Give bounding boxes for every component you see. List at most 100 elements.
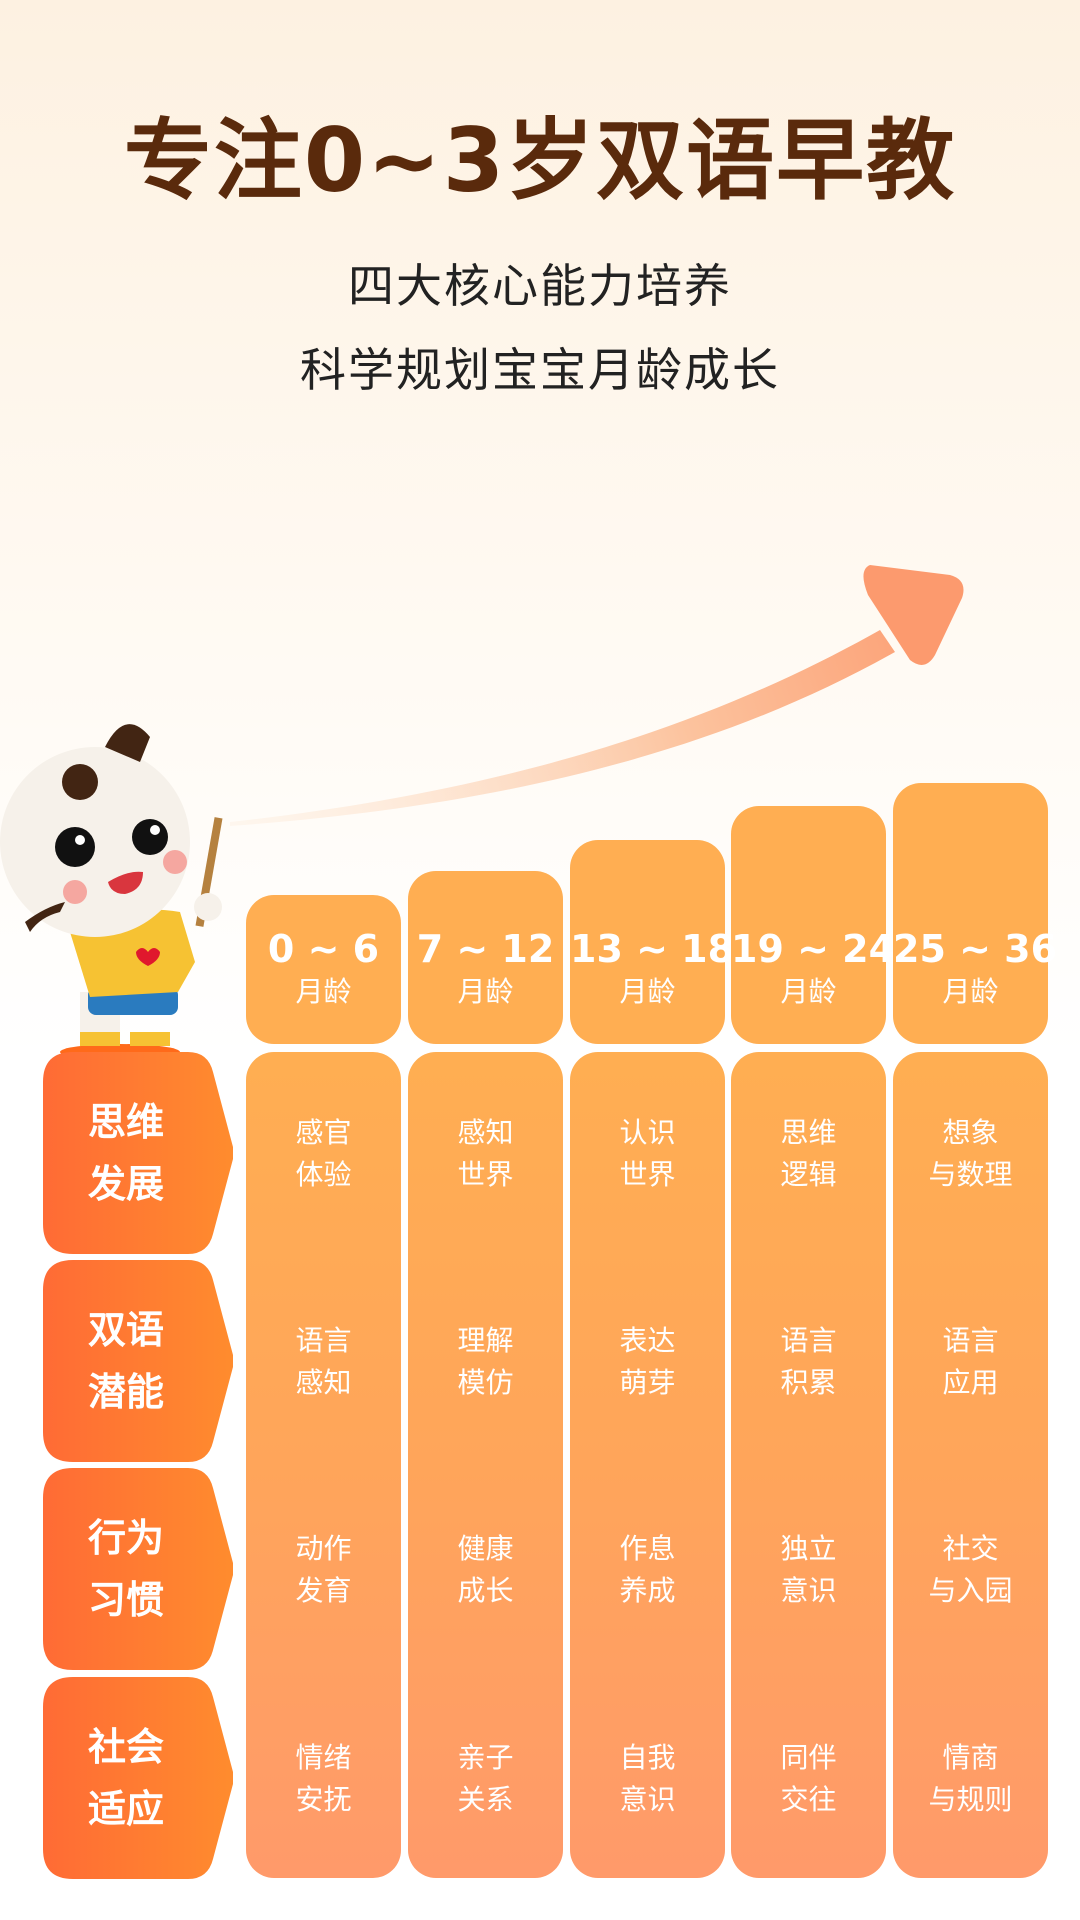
ability-cell: 动作 发育 (246, 1528, 401, 1612)
ability-cell-line: 动作 (295, 1532, 352, 1565)
age-column: 感知 世界理解模仿健康成长亲子关系 (408, 1052, 563, 1878)
age-header-7-12: 7 ~ 12 月龄 (408, 871, 563, 1044)
age-unit: 月龄 (780, 975, 837, 1008)
ability-cell: 感官 体验 (246, 1112, 401, 1196)
ability-cell-line: 世界 (457, 1158, 514, 1191)
ability-cell-line: 意识 (780, 1574, 837, 1607)
age-column: 想象与数理语言应用社交与入园情商与规则 (893, 1052, 1048, 1878)
subtitle-line-2: 科学规划宝宝月龄成长 (300, 343, 780, 397)
age-unit: 月龄 (457, 975, 514, 1008)
ability-cell-line: 感官 (295, 1116, 352, 1149)
age-unit: 月龄 (942, 975, 999, 1008)
ability-cell-line: 语言 (295, 1324, 352, 1357)
ability-cell-line: 健康 (457, 1532, 514, 1565)
ability-cell-line: 社交 (942, 1532, 999, 1565)
ability-cell-line: 意识 (619, 1783, 676, 1816)
ability-cell-line: 想象 (942, 1116, 999, 1149)
ability-label: 思维 发展 (43, 1052, 233, 1254)
ability-label: 双语 潜能 (43, 1260, 233, 1462)
age-unit: 月龄 (619, 975, 676, 1008)
ability-cell-line: 交往 (780, 1783, 837, 1816)
ability-label-line: 双语 (88, 1308, 165, 1352)
age-unit: 月龄 (295, 975, 352, 1008)
subtitle-line-1: 四大核心能力培养 (348, 259, 732, 313)
ability-label-line: 潜能 (88, 1370, 165, 1414)
ability-cell-line: 成长 (457, 1574, 514, 1607)
ability-cell-line: 与规则 (928, 1783, 1013, 1816)
ability-cell: 亲子 关系 (408, 1737, 563, 1821)
ability-cell-line: 表达 (619, 1324, 676, 1357)
label-shape (43, 1052, 233, 1254)
ability-cell-line: 与入园 (928, 1574, 1013, 1607)
label-shape (43, 1677, 233, 1879)
ability-cell-line: 发育 (295, 1574, 352, 1607)
ability-cell: 想象 与数理 (893, 1112, 1048, 1196)
ability-label-line: 适应 (88, 1787, 165, 1831)
ability-cell: 语言 应用 (893, 1320, 1048, 1404)
ability-cell-line: 积累 (780, 1366, 837, 1399)
ability-label-line: 习惯 (88, 1578, 165, 1622)
page-title: 专注0~3岁双语早教 (123, 109, 957, 212)
age-column: 思维逻辑语言积累独立意识同伴交往 (731, 1052, 886, 1878)
ability-cell-line: 语言 (780, 1324, 837, 1357)
ability-cell-line: 世界 (619, 1158, 676, 1191)
age-header-25-36: 25 ~ 36 月龄 (893, 783, 1058, 1044)
ability-cell: 语言 积累 (731, 1320, 886, 1404)
ability-cell: 理解 模仿 (408, 1320, 563, 1404)
ability-cell: 情商 与规则 (893, 1737, 1048, 1821)
ability-cell-line: 逻辑 (780, 1158, 837, 1191)
ability-label-line: 社会 (88, 1725, 165, 1769)
ability-cell-line: 情商 (942, 1741, 999, 1774)
age-range: 13 ~ 18 (570, 927, 735, 971)
age-range: 0 ~ 6 (267, 927, 380, 971)
ability-cell-line: 萌芽 (619, 1366, 676, 1399)
age-header-13-18: 13 ~ 18 月龄 (570, 840, 735, 1044)
ability-cell-line: 独立 (780, 1532, 837, 1565)
label-shape (43, 1468, 233, 1670)
ability-cell: 健康 成长 (408, 1528, 563, 1612)
age-header-19-24: 19 ~ 24 月龄 (731, 806, 896, 1044)
age-column: 认识世界表达萌芽作息养成自我意识 (570, 1052, 725, 1878)
ability-cell: 社交 与入园 (893, 1528, 1048, 1612)
age-range: 19 ~ 24 (731, 927, 896, 971)
ability-cell: 作息 养成 (570, 1528, 725, 1612)
age-range: 7 ~ 12 (416, 927, 555, 971)
ability-cell-line: 情绪 (295, 1741, 352, 1774)
ability-cell-line: 认识 (619, 1116, 676, 1149)
ability-cell-line: 模仿 (457, 1366, 514, 1399)
mascot-illustration (0, 724, 223, 1060)
growth-arrow-icon (230, 565, 964, 826)
ability-cell: 情绪 安抚 (246, 1737, 401, 1821)
ability-cell: 感知 世界 (408, 1112, 563, 1196)
ability-cell-line: 关系 (457, 1783, 514, 1816)
ability-cell: 认识 世界 (570, 1112, 725, 1196)
label-shape (43, 1260, 233, 1462)
ability-label: 行为 习惯 (43, 1468, 233, 1670)
ability-cell-line: 感知 (295, 1366, 352, 1399)
ability-cell: 表达 萌芽 (570, 1320, 725, 1404)
ability-cell: 同伴 交往 (731, 1737, 886, 1821)
ability-label-line: 行为 (88, 1516, 165, 1560)
age-column: 感官体验语言感知动作发育情绪安抚 (246, 1052, 401, 1878)
ability-cell-line: 语言 (942, 1324, 999, 1357)
ability-label-line: 思维 (88, 1100, 165, 1144)
age-header-0-6: 0 ~ 6 月龄 (246, 895, 401, 1044)
ability-cell: 自我 意识 (570, 1737, 725, 1821)
age-range: 25 ~ 36 (893, 927, 1058, 971)
ability-cell-line: 同伴 (780, 1741, 837, 1774)
ability-label: 社会 适应 (43, 1677, 233, 1879)
ability-cell-line: 应用 (942, 1366, 999, 1399)
ability-cell-line: 体验 (295, 1158, 352, 1191)
ability-cell-line: 与数理 (928, 1158, 1013, 1191)
ability-cell: 语言 感知 (246, 1320, 401, 1404)
ability-cell-line: 作息 (619, 1532, 676, 1565)
ability-label-line: 发展 (88, 1162, 165, 1206)
ability-cell-line: 亲子 (457, 1741, 514, 1774)
ability-cell-line: 思维 (780, 1116, 837, 1149)
ability-cell-line: 自我 (619, 1741, 676, 1774)
ability-cell: 独立 意识 (731, 1528, 886, 1612)
ability-cell: 思维 逻辑 (731, 1112, 886, 1196)
ability-cell-line: 养成 (619, 1574, 676, 1607)
ability-cell-line: 理解 (457, 1324, 514, 1357)
ability-cell-line: 安抚 (295, 1783, 352, 1816)
